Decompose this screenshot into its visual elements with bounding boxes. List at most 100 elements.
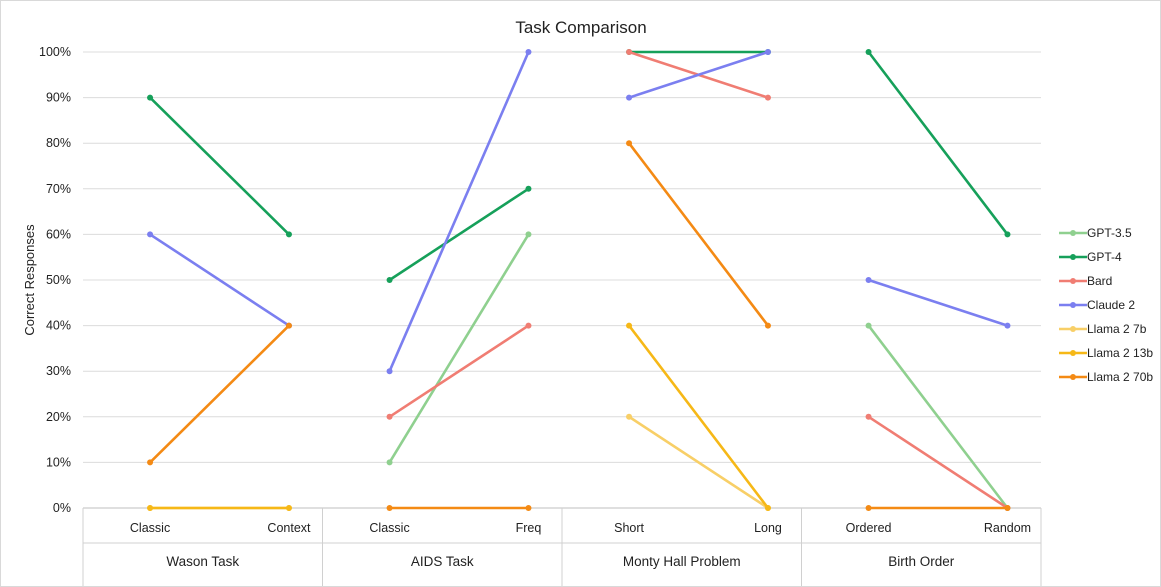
data-point <box>1004 231 1011 238</box>
legend-swatch-marker <box>1070 326 1076 332</box>
group-label: Birth Order <box>888 554 955 569</box>
legend-label: GPT-4 <box>1087 250 1122 264</box>
data-point <box>525 231 532 238</box>
legend-item: Llama 2 7b <box>1059 322 1147 336</box>
series-lines <box>147 49 1011 511</box>
series-gpt-4 <box>147 49 1011 283</box>
data-point <box>386 413 393 420</box>
gridlines: 0% 10% 20% 30% 40% 50% 60% 70% 80% 90% 100% <box>39 45 1041 515</box>
legend-swatch-marker <box>1070 302 1076 308</box>
group-label: AIDS Task <box>411 554 474 569</box>
x-tick-label: Classic <box>369 521 409 535</box>
category-axis: Classic Context Wason Task Classic Freq AIDS … <box>82 507 1042 586</box>
legend-swatch-marker <box>1070 254 1076 260</box>
y-tick-label: 0% <box>53 501 71 515</box>
data-point <box>386 368 393 375</box>
data-point <box>764 49 771 55</box>
x-tick-label: Random <box>984 521 1031 535</box>
series-llama-2-13b <box>147 322 771 511</box>
y-tick-label: 20% <box>46 410 71 424</box>
data-point <box>865 413 872 420</box>
series-segment <box>148 96 291 236</box>
data-point <box>147 94 154 101</box>
x-tick-label: Ordered <box>846 521 892 535</box>
series-llama-2-70b <box>147 140 1011 511</box>
data-point <box>764 94 771 101</box>
legend-item: Llama 2 13b <box>1059 346 1153 360</box>
legend-item: Bard <box>1059 274 1112 288</box>
legend-label: Llama 2 70b <box>1087 370 1153 384</box>
y-tick-label: 10% <box>46 455 71 469</box>
y-tick-label: 30% <box>46 364 71 378</box>
legend-swatch-marker <box>1070 278 1076 284</box>
legend-item: GPT-3.5 <box>1059 226 1132 240</box>
data-point <box>626 322 633 329</box>
series-segment <box>388 324 530 419</box>
data-point <box>626 94 633 101</box>
series-segment <box>388 187 530 282</box>
y-tick-label: 90% <box>46 91 71 105</box>
y-tick-label: 80% <box>46 136 71 150</box>
series-segment <box>867 278 1009 327</box>
series-segment <box>388 50 530 373</box>
y-tick-label: 40% <box>46 319 71 333</box>
y-tick-label: 50% <box>46 273 71 287</box>
y-tick-label: 100% <box>39 45 71 59</box>
legend-swatch-marker <box>1070 230 1076 236</box>
data-point <box>386 277 393 283</box>
data-point <box>626 49 633 55</box>
data-point <box>525 185 532 192</box>
x-tick-label: Short <box>614 521 644 535</box>
legend-swatch-marker <box>1070 374 1076 380</box>
series-segment <box>627 50 770 99</box>
series-segment <box>627 324 770 510</box>
data-point <box>147 459 154 466</box>
legend-label: GPT-3.5 <box>1087 226 1132 240</box>
data-point <box>865 49 872 55</box>
series-segment <box>867 324 1009 510</box>
y-axis-title: Correct Responses <box>22 224 37 336</box>
data-point <box>865 277 872 283</box>
group-label: Wason Task <box>166 554 239 569</box>
series-segment <box>388 233 530 464</box>
series-claude-2 <box>147 49 1011 375</box>
legend-label: Claude 2 <box>1087 298 1135 312</box>
x-tick-label: Long <box>754 521 782 535</box>
legend-label: Bard <box>1087 274 1112 288</box>
legend-item: Claude 2 <box>1059 298 1135 312</box>
data-point <box>285 322 292 329</box>
data-point <box>386 459 393 466</box>
legend-label: Llama 2 13b <box>1087 346 1153 360</box>
data-point <box>626 140 633 147</box>
y-tick-label: 70% <box>46 182 71 196</box>
x-tick-label: Context <box>267 521 311 535</box>
data-point <box>764 322 771 329</box>
data-point <box>147 231 154 238</box>
series-segment <box>627 415 770 510</box>
series-segment <box>627 141 770 327</box>
series-segment <box>867 415 1009 510</box>
data-point <box>386 505 393 511</box>
series-segment <box>148 324 291 464</box>
group-label: Monty Hall Problem <box>623 554 741 569</box>
data-point <box>865 505 872 511</box>
y-tick-label: 60% <box>46 227 71 241</box>
data-point <box>525 49 532 55</box>
chart-title: Task Comparison <box>515 18 646 37</box>
legend-swatch-marker <box>1070 350 1076 356</box>
legend-label: Llama 2 7b <box>1087 322 1147 336</box>
legend-item: GPT-4 <box>1059 250 1122 264</box>
series-segment <box>867 50 1009 236</box>
legend: GPT-3.5 GPT-4 Bard Claude 2 Llama 2 7b Llama … <box>1059 226 1153 384</box>
data-point <box>285 505 292 511</box>
data-point <box>764 505 771 511</box>
data-point <box>285 231 292 238</box>
data-point <box>147 505 154 511</box>
data-point <box>525 322 532 329</box>
series-segment <box>148 233 291 327</box>
data-point <box>865 322 872 329</box>
data-point <box>525 505 532 511</box>
data-point <box>626 413 633 420</box>
